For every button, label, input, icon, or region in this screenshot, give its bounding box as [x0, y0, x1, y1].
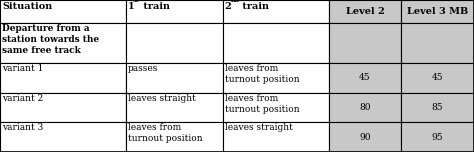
Bar	[329, 0, 401, 23]
Bar	[126, 0, 223, 23]
Bar	[126, 23, 223, 63]
Text: Departure from a
station towards the
same free track: Departure from a station towards the sam…	[2, 24, 99, 55]
Bar	[0, 63, 126, 93]
Text: 85: 85	[431, 103, 443, 112]
Text: leaves straight: leaves straight	[225, 123, 292, 133]
Bar	[329, 63, 401, 93]
Text: Level 2: Level 2	[346, 7, 384, 16]
Bar	[223, 0, 329, 23]
Text: nd: nd	[230, 0, 239, 3]
Text: leaves from
turnout position: leaves from turnout position	[225, 64, 299, 84]
Bar	[0, 93, 126, 122]
Text: leaves straight: leaves straight	[128, 94, 195, 103]
Text: 1: 1	[128, 2, 134, 10]
Bar	[223, 122, 329, 152]
Bar	[401, 0, 474, 23]
Text: leaves from
turnout position: leaves from turnout position	[225, 94, 299, 114]
Bar	[126, 63, 223, 93]
Text: variant 3: variant 3	[2, 123, 43, 133]
Text: 45: 45	[359, 73, 371, 82]
Text: 45: 45	[431, 73, 443, 82]
Text: passes: passes	[128, 64, 158, 73]
Bar	[223, 63, 329, 93]
Bar	[0, 0, 126, 23]
Bar	[223, 93, 329, 122]
Text: 2: 2	[225, 2, 231, 10]
Bar	[401, 122, 474, 152]
Text: train: train	[140, 2, 170, 10]
Bar	[401, 93, 474, 122]
Bar	[401, 23, 474, 63]
Bar	[329, 23, 401, 63]
Bar	[0, 122, 126, 152]
Bar	[329, 93, 401, 122]
Text: variant 1: variant 1	[2, 64, 43, 73]
Bar	[401, 63, 474, 93]
Bar	[126, 122, 223, 152]
Bar	[329, 122, 401, 152]
Bar	[223, 23, 329, 63]
Text: variant 2: variant 2	[2, 94, 43, 103]
Bar	[126, 93, 223, 122]
Text: Level 3 MB: Level 3 MB	[407, 7, 468, 16]
Text: 95: 95	[431, 133, 443, 142]
Text: st: st	[133, 0, 140, 3]
Text: 80: 80	[359, 103, 371, 112]
Text: Situation: Situation	[2, 2, 52, 10]
Text: train: train	[239, 2, 269, 10]
Bar	[0, 23, 126, 63]
Text: leaves from
turnout position: leaves from turnout position	[128, 123, 202, 143]
Text: 90: 90	[359, 133, 371, 142]
